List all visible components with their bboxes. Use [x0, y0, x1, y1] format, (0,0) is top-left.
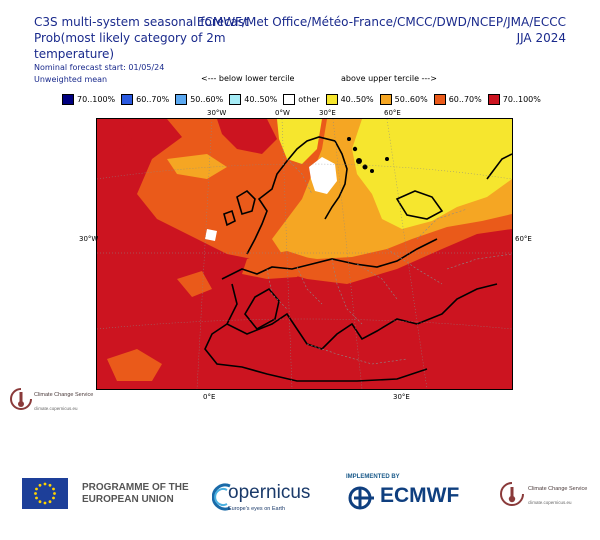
legend-swatch: [229, 93, 242, 105]
copernicus-c-icon: [212, 483, 231, 511]
copernicus-logo: opernicus Europe's eyes on Earth: [212, 476, 312, 516]
legend-swatch: [433, 93, 446, 105]
legend-swatch: [283, 93, 296, 105]
title-block: C3S multi-system seasonal forecast Prob(…: [34, 14, 294, 86]
country-borders: [266, 158, 512, 365]
map-title: C3S multi-system seasonal forecast: [34, 15, 249, 29]
centres-block: ECMWF/Met Office/Météo-France/CMCC/DWD/N…: [197, 14, 566, 46]
legend-swatch: [175, 93, 188, 105]
legend-item: 50..60%: [175, 93, 224, 105]
ecmwf-symbol-icon: [348, 486, 374, 510]
forecast-map: 30°W 0°W 30°E 60°E 30°W 60°E 0°E 30°E: [79, 109, 532, 401]
legend-item: 70..100%: [62, 93, 116, 105]
legend-swatch: [325, 93, 338, 105]
legend-swatch: [62, 93, 74, 105]
legend-item: 60..70%: [121, 93, 170, 105]
graticule: [97, 119, 512, 389]
legend-label: other: [298, 94, 320, 104]
legend-swatch: [379, 93, 392, 105]
centres-list: ECMWF/Met Office/Météo-France/CMCC/DWD/N…: [196, 15, 566, 29]
c3s-name: Climate Change Service: [34, 392, 94, 398]
below-tercile-label: <--- below lower tercile: [201, 74, 295, 83]
legend-label: 70..100%: [502, 94, 541, 104]
legend-label: 70..100%: [77, 94, 116, 104]
legend-item: 50..60%: [379, 93, 428, 105]
season-label: JJA 2024: [516, 31, 566, 45]
region-50-60-atlantic: [167, 154, 227, 179]
region-other-iceland: [205, 229, 217, 241]
ecmwf-logo: IMPLEMENTED BY ECMWF: [346, 474, 476, 514]
c3s-footer-name: Climate Change Service: [528, 486, 588, 492]
footer-logos: PROGRAMME OF THE EUROPEAN UNION opernicu…: [0, 470, 600, 520]
map-subtitle: Prob(most likely category of 2m temperat…: [34, 31, 226, 61]
region-60-70-iberia-west: [177, 271, 212, 297]
region-other-scandinavia: [309, 157, 337, 194]
right-label-60e: 60°E: [515, 235, 532, 243]
copernicus-word: opernicus: [228, 482, 311, 503]
top-label-30w: 30°W: [207, 109, 227, 117]
legend: 70..100% 60..70% 50..60% 40..50% other 40..50…: [62, 92, 547, 106]
copernicus-tagline: Europe's eyes on Earth: [228, 506, 286, 512]
c3s-footer-thermometer-icon: [500, 482, 524, 506]
legend-label: 50..60%: [394, 94, 428, 104]
map-canvas: [97, 119, 512, 389]
legend-label: 60..70%: [136, 94, 170, 104]
c3s-logo-small: Climate Change Service climate.copernicu…: [6, 384, 106, 420]
bottom-label-30e: 30°E: [393, 393, 410, 401]
bottom-label-0e: 0°E: [203, 393, 216, 401]
c3s-url: climate.copernicus.eu: [34, 406, 78, 411]
c3s-footer-url: climate.copernicus.eu: [528, 500, 572, 505]
mean-type: Unweighted mean: [34, 75, 108, 84]
region-40-50-norway: [277, 119, 322, 164]
above-tercile-label: above upper tercile --->: [341, 74, 437, 83]
legend-swatch: [487, 93, 500, 105]
region-60-70-africa: [107, 349, 162, 381]
ecmwf-word: ECMWF: [380, 484, 460, 507]
legend-label: 60..70%: [448, 94, 482, 104]
legend-label: 40..50%: [244, 94, 278, 104]
legend-item: 70..100%: [487, 93, 541, 105]
left-label-30w: 30°W: [79, 235, 99, 243]
legend-item: 40..50%: [325, 93, 374, 105]
legend-label: 50..60%: [190, 94, 224, 104]
legend-swatch: [121, 93, 134, 105]
legend-label: 40..50%: [340, 94, 374, 104]
region-70-100-north-atlantic: [217, 119, 277, 154]
region-70-100-west: [97, 119, 132, 154]
c3s-logo-footer: Climate Change Service climate.copernicu…: [496, 476, 596, 516]
eu-programme-text: PROGRAMME OF THE EUROPEAN UNION: [82, 482, 189, 505]
top-label-0w: 0°W: [275, 109, 290, 117]
region-40-50-russia: [352, 119, 512, 229]
forecast-start: Nominal forecast start: 01/05/24: [34, 63, 165, 72]
legend-item: 40..50%: [229, 93, 278, 105]
legend-item: other: [283, 93, 320, 105]
implemented-by: IMPLEMENTED BY: [346, 474, 400, 480]
top-label-30e: 30°E: [319, 109, 336, 117]
legend-item: 60..70%: [433, 93, 482, 105]
lakes: [347, 137, 389, 173]
eu-flag-icon: [22, 478, 68, 509]
c3s-thermometer-icon: [10, 388, 32, 410]
top-label-60e: 60°E: [384, 109, 401, 117]
